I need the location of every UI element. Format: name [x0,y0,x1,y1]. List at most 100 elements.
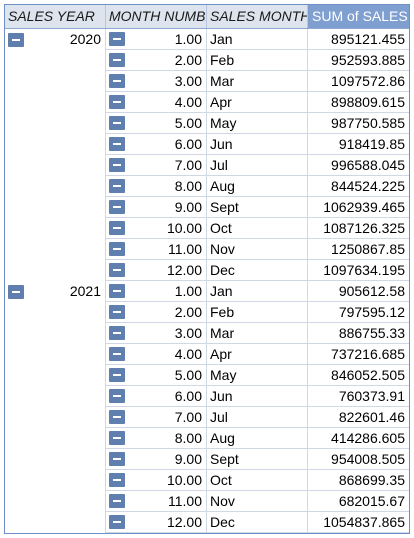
collapse-month-button[interactable] [109,473,125,487]
sales-month-cell: Dec [207,512,308,533]
sales-year-cell-empty [5,71,106,92]
sum-of-sales-cell: 737216.685 [308,344,409,365]
table-row: 5.00 May 846052.505 [5,365,409,386]
month-number-value: 10.00 [166,219,202,236]
sales-month-cell: Mar [207,323,308,344]
table-row: 4.00 Apr 898809.615 [5,92,409,113]
table-row: 12.00 Dec 1054837.865 [5,512,409,533]
month-number-value: 5.00 [174,366,202,383]
collapse-month-button[interactable] [109,95,125,109]
sales-month-cell: Jul [207,407,308,428]
collapse-month-button[interactable] [109,242,125,256]
month-number-cell: 4.00 [106,344,207,365]
sum-of-sales-cell: 1250867.85 [308,239,409,260]
header-sum-of-sales[interactable]: SUM of SALES [308,5,409,28]
collapse-month-button[interactable] [109,116,125,130]
table-row: 2020 1.00 Jan 895121.455 [5,29,409,50]
month-number-cell: 5.00 [106,113,207,134]
sales-year-cell-empty [5,260,106,281]
sum-of-sales-cell: 987750.585 [308,113,409,134]
month-number-cell: 11.00 [106,491,207,512]
table-row: 3.00 Mar 886755.33 [5,323,409,344]
month-number-cell: 8.00 [106,428,207,449]
pivot-header-row: SALES YEAR MONTH NUMBER SALES MONTH SUM … [5,5,409,29]
header-month-number[interactable]: MONTH NUMBER [106,5,207,28]
month-number-value: 12.00 [166,513,202,530]
collapse-month-button[interactable] [109,326,125,340]
sum-of-sales-cell: 886755.33 [308,323,409,344]
sum-of-sales-cell: 414286.605 [308,428,409,449]
collapse-month-button[interactable] [109,53,125,67]
collapse-month-button[interactable] [109,179,125,193]
month-number-cell: 7.00 [106,407,207,428]
month-number-value: 5.00 [174,114,202,131]
collapse-year-button[interactable] [8,32,24,47]
collapse-month-button[interactable] [109,410,125,424]
collapse-month-button[interactable] [109,431,125,445]
month-number-cell: 3.00 [106,323,207,344]
collapse-month-button[interactable] [109,515,125,529]
sales-month-cell: Feb [207,302,308,323]
table-row: 5.00 May 987750.585 [5,113,409,134]
collapse-month-button[interactable] [109,347,125,361]
collapse-month-button[interactable] [109,389,125,403]
sum-of-sales-cell: 918419.85 [308,134,409,155]
collapse-year-button[interactable] [8,284,24,299]
month-number-value: 1.00 [174,282,202,299]
month-number-cell: 10.00 [106,470,207,491]
sales-month-cell: Aug [207,176,308,197]
sum-of-sales-cell: 996588.045 [308,155,409,176]
sales-month-cell: Nov [207,239,308,260]
sum-of-sales-cell: 1087126.325 [308,218,409,239]
table-row: 4.00 Apr 737216.685 [5,344,409,365]
collapse-month-button[interactable] [109,452,125,466]
sum-of-sales-cell: 844524.225 [308,176,409,197]
table-row: 2.00 Feb 952593.885 [5,50,409,71]
sales-year-cell-empty [5,176,106,197]
sum-of-sales-cell: 760373.91 [308,386,409,407]
sales-month-cell: May [207,113,308,134]
collapse-month-button[interactable] [109,305,125,319]
collapse-month-button[interactable] [109,221,125,235]
collapse-month-button[interactable] [109,494,125,508]
collapse-month-button[interactable] [109,284,125,298]
table-row: 9.00 Sept 1062939.465 [5,197,409,218]
table-row: 8.00 Aug 414286.605 [5,428,409,449]
header-sales-month[interactable]: SALES MONTH [207,5,308,28]
sum-of-sales-cell: 1054837.865 [308,512,409,533]
month-number-value: 11.00 [168,240,202,257]
collapse-month-button[interactable] [109,158,125,172]
table-row: 8.00 Aug 844524.225 [5,176,409,197]
sales-month-cell: Sept [207,197,308,218]
sales-year-cell-empty [5,491,106,512]
table-row: 3.00 Mar 1097572.86 [5,71,409,92]
sum-of-sales-cell: 952593.885 [308,50,409,71]
sales-year-cell-empty [5,323,106,344]
sum-of-sales-cell: 1062939.465 [308,197,409,218]
collapse-month-button[interactable] [109,368,125,382]
collapse-month-button[interactable] [109,263,125,277]
month-number-value: 12.00 [166,261,202,278]
sales-month-cell: Jun [207,386,308,407]
sales-year-cell-empty [5,197,106,218]
sales-year-cell-empty [5,512,106,533]
sales-month-cell: Sept [207,449,308,470]
collapse-month-button[interactable] [109,32,125,46]
month-number-cell: 1.00 [106,29,207,50]
sales-month-cell: May [207,365,308,386]
sum-of-sales-cell: 898809.615 [308,92,409,113]
month-number-cell: 9.00 [106,197,207,218]
month-number-cell: 10.00 [106,218,207,239]
sales-month-cell: Jan [207,29,308,50]
sales-year-cell-empty [5,218,106,239]
collapse-month-button[interactable] [109,200,125,214]
sales-year-cell: 2021 [5,281,106,302]
month-number-value: 1.00 [174,30,202,47]
collapse-month-button[interactable] [109,137,125,151]
header-sales-year[interactable]: SALES YEAR [5,5,106,28]
sum-of-sales-cell: 822601.46 [308,407,409,428]
sum-of-sales-cell: 954008.505 [308,449,409,470]
month-number-value: 9.00 [174,450,202,467]
collapse-month-button[interactable] [109,74,125,88]
table-row: 12.00 Dec 1097634.195 [5,260,409,281]
